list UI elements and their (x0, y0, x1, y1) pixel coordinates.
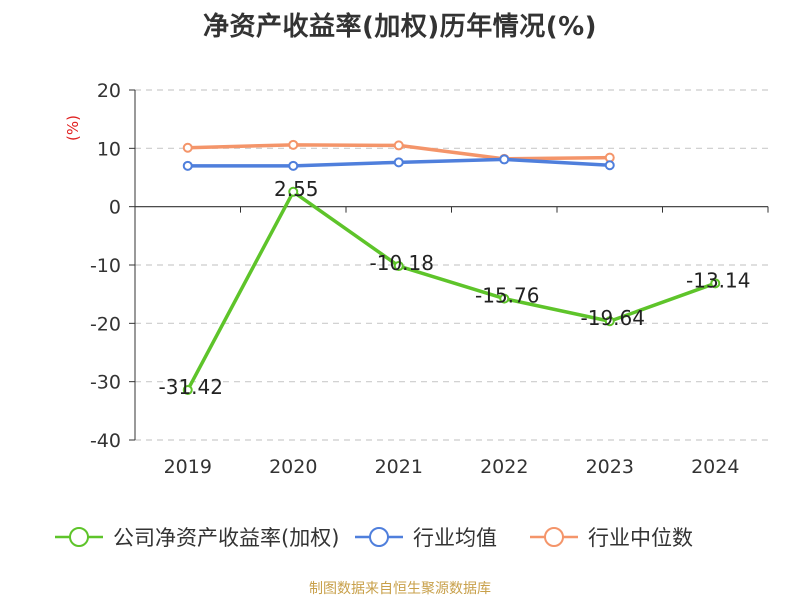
y-tick-label: -30 (90, 372, 121, 394)
data-label: 2.55 (274, 177, 319, 201)
data-label: -19.64 (581, 306, 645, 330)
axes: 20 10 0 -10 -20 -30 -40 (%) 2019 2020 2021 2022 2023… (64, 80, 769, 478)
data-point-company (499, 293, 510, 304)
chart-title: 净资产收益率(加权)历年情况(%) (202, 12, 598, 42)
data-point-industry_avg (604, 160, 615, 171)
data-label: -13.14 (686, 268, 750, 292)
data-point-company (393, 261, 404, 272)
legend-item-industry_avg: 行业均值 (355, 526, 497, 550)
data-point-industry_avg (393, 157, 404, 168)
legend-swatch-marker (369, 527, 389, 547)
x-tick-label: 2022 (480, 456, 528, 478)
data-point-company (604, 316, 615, 327)
x-tick-label: 2019 (164, 456, 212, 478)
legend-item-industry_median: 行业中位数 (530, 526, 693, 550)
legend-label: 行业中位数 (588, 526, 693, 550)
legend-item-company: 公司净资产收益率(加权) (55, 526, 339, 550)
y-tick-label: 10 (97, 138, 121, 160)
data-point-industry_median (393, 140, 404, 151)
data-labels: -31.42 2.55 -10.18 -15.76 -19.64 -13.14 (159, 177, 751, 399)
y-tick-label: -40 (90, 430, 121, 452)
y-axis-label: (%) (64, 115, 82, 141)
legend-swatch-marker (544, 527, 564, 547)
y-tick-label: -10 (90, 255, 121, 277)
legend-swatch-marker (69, 527, 89, 547)
legend-label: 行业均值 (413, 526, 497, 550)
x-tick-label: 2021 (375, 456, 423, 478)
source-footnote: 制图数据来自恒生聚源数据库 (309, 581, 491, 597)
y-tick-label: 20 (97, 80, 121, 102)
x-tick-label: 2023 (586, 456, 634, 478)
y-tick-label: 0 (109, 197, 121, 219)
data-point-company (710, 278, 721, 289)
data-point-industry_median (288, 139, 299, 150)
legend-label: 公司净资产收益率(加权) (113, 526, 339, 550)
data-point-industry_avg (182, 160, 193, 171)
data-point-company (182, 384, 193, 395)
series-lines (182, 139, 721, 395)
data-label: -10.18 (370, 251, 434, 275)
data-label: -15.76 (475, 284, 539, 308)
data-point-company (288, 186, 299, 197)
data-label: -31.42 (159, 375, 223, 399)
grid-lines (135, 89, 768, 441)
series-line-company (186, 190, 716, 391)
y-tick-label: -20 (90, 313, 121, 335)
x-tick-label: 2020 (269, 456, 317, 478)
data-point-industry_avg (499, 154, 510, 165)
x-tick-label: 2024 (691, 456, 739, 478)
data-point-industry_avg (288, 160, 299, 171)
data-point-industry_median (182, 142, 193, 153)
legend: 公司净资产收益率(加权) 行业均值 行业中位数 (55, 526, 693, 550)
